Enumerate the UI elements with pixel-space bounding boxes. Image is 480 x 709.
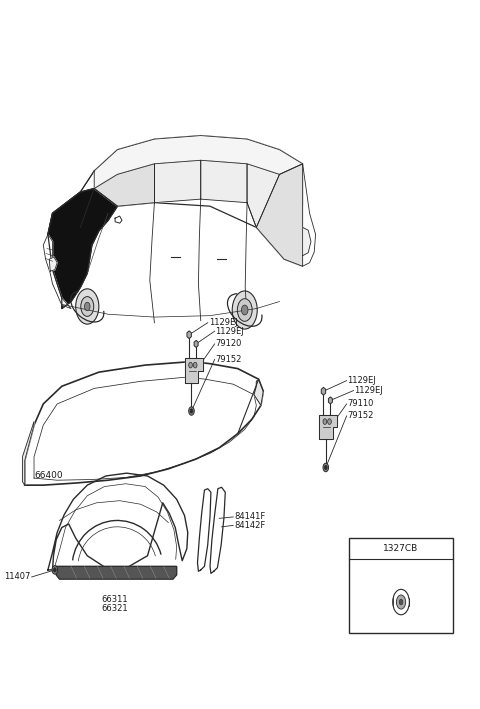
Text: 11407: 11407 [4,572,31,581]
Polygon shape [94,164,155,206]
Polygon shape [201,160,247,203]
Bar [349,538,453,633]
Polygon shape [155,160,201,203]
Circle shape [232,291,257,329]
Circle shape [324,465,327,469]
Text: 1129EJ: 1129EJ [209,318,238,328]
Text: 66311: 66311 [102,595,128,604]
Polygon shape [254,379,263,406]
Polygon shape [56,566,177,579]
Circle shape [241,305,248,315]
Circle shape [53,568,56,572]
Circle shape [189,407,194,415]
Polygon shape [115,216,122,223]
Polygon shape [49,257,57,271]
Circle shape [193,362,197,368]
Polygon shape [43,235,71,308]
Polygon shape [256,164,302,266]
Polygon shape [302,228,311,256]
Polygon shape [184,358,203,383]
Text: 1129EJ: 1129EJ [355,386,383,395]
Polygon shape [210,487,225,574]
Polygon shape [94,135,302,189]
Circle shape [189,362,192,368]
Text: 1129EJ: 1129EJ [216,327,244,335]
Polygon shape [247,164,279,228]
Text: 66321: 66321 [102,604,128,613]
Text: 79152: 79152 [216,355,242,364]
Polygon shape [48,473,188,570]
Text: 84141F: 84141F [234,513,265,521]
Polygon shape [321,387,325,395]
Circle shape [81,296,94,316]
Circle shape [190,409,193,413]
Circle shape [76,289,99,324]
Text: 79152: 79152 [348,411,374,420]
Text: 1327CB: 1327CB [384,545,419,553]
Circle shape [393,589,409,615]
Circle shape [396,595,406,609]
Polygon shape [197,489,211,571]
Text: 79120: 79120 [216,340,242,348]
Text: 79110: 79110 [348,399,374,408]
Polygon shape [300,164,316,287]
Circle shape [237,298,252,321]
Polygon shape [48,135,302,269]
Circle shape [84,302,90,311]
Polygon shape [328,397,333,404]
Circle shape [328,419,331,425]
Polygon shape [23,422,34,485]
Polygon shape [319,415,337,440]
Polygon shape [25,362,263,485]
Circle shape [323,419,327,425]
Text: 84142F: 84142F [234,521,265,530]
Polygon shape [48,189,118,308]
Polygon shape [187,331,192,339]
Polygon shape [194,340,198,347]
Circle shape [323,463,328,471]
Text: 1129EJ: 1129EJ [348,376,376,385]
Text: 66400: 66400 [34,471,62,481]
Circle shape [52,566,58,574]
Circle shape [399,599,403,605]
